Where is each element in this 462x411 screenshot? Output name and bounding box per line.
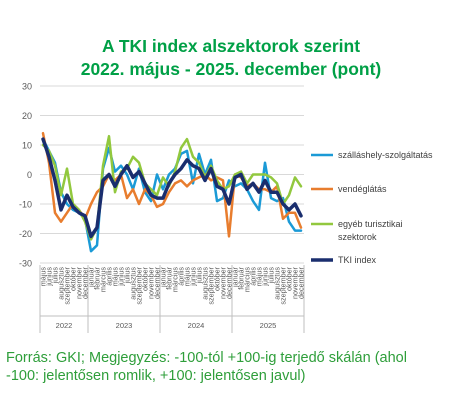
- x-tick-label: október: [213, 266, 222, 291]
- x-tick-label: augusztus: [201, 267, 210, 300]
- legend-label: egyéb turisztikai szektorok: [338, 219, 403, 242]
- legend-label: szálláshely-szolgáltatás: [338, 150, 433, 160]
- x-tick-label: december: [297, 266, 306, 299]
- y-axis: -30 -20 -10 0 10 20 30: [19, 82, 32, 269]
- legend: szálláshely-szolgáltatás vendéglátás egyéb…: [311, 150, 433, 265]
- x-tick-label: november: [75, 266, 84, 299]
- x-tick-label: augusztus: [57, 267, 66, 300]
- y-tick-label: -20: [19, 229, 32, 239]
- x-tick-label: július: [51, 267, 60, 285]
- x-tick-label: június: [261, 267, 270, 287]
- legend-label-line: egyéb turisztikai: [338, 219, 403, 229]
- x-tick-label: szeptember: [63, 266, 72, 304]
- year-label: 2025: [260, 321, 277, 330]
- year-label: 2022: [56, 321, 73, 330]
- x-tick-label: január: [231, 266, 240, 288]
- x-tick-label: október: [69, 266, 78, 291]
- y-tick-label: -10: [19, 200, 32, 210]
- x-tick-label: február: [93, 266, 102, 289]
- x-tick-label: május: [111, 267, 120, 287]
- chart-subtitle: 2022. május - 2025. december (pont): [80, 59, 382, 79]
- x-tick-label: november: [219, 266, 228, 299]
- x-tick-label: március: [243, 267, 252, 293]
- x-tick-label: április: [249, 267, 258, 286]
- x-tick-label: augusztus: [273, 267, 282, 300]
- x-axis: májusjúniusjúliusaugusztusszeptemberoktó…: [39, 265, 306, 333]
- x-tick-label: szeptember: [207, 266, 216, 304]
- x-tick-label: szeptember: [135, 266, 144, 304]
- year-label: 2024: [188, 321, 205, 330]
- x-tick-label: december: [225, 266, 234, 299]
- x-tick-label: június: [45, 267, 54, 287]
- y-tick-label: 20: [22, 111, 32, 121]
- legend-label-line: szektorok: [338, 232, 377, 242]
- x-tick-label: augusztus: [129, 267, 138, 300]
- year-label: 2023: [116, 321, 133, 330]
- x-tick-label: november: [147, 266, 156, 299]
- y-tick-label: 30: [22, 82, 32, 92]
- x-tick-label: január: [87, 266, 96, 288]
- x-tick-label: május: [183, 267, 192, 287]
- legend-label: vendéglátás: [338, 184, 387, 194]
- x-tick-label: február: [165, 266, 174, 289]
- x-tick-label: december: [81, 266, 90, 299]
- x-tick-label: február: [237, 266, 246, 289]
- y-tick-label: -30: [19, 259, 32, 269]
- x-tick-label: július: [267, 267, 276, 285]
- x-tick-label: július: [123, 267, 132, 285]
- x-tick-label: április: [177, 267, 186, 286]
- series-lines: [41, 131, 303, 253]
- x-tick-label: november: [291, 266, 300, 299]
- x-tick-label: április: [105, 267, 114, 286]
- x-tick-label: március: [99, 267, 108, 293]
- y-tick-label: 10: [22, 141, 32, 151]
- x-tick-label: október: [285, 266, 294, 291]
- x-tick-label: október: [141, 266, 150, 291]
- x-tick-label: szeptember: [279, 266, 288, 304]
- series-line: [41, 137, 303, 253]
- x-tick-label: június: [117, 267, 126, 287]
- legend-label: TKI index: [338, 255, 377, 265]
- x-tick-label: május: [39, 267, 48, 287]
- x-tick-label: március: [171, 267, 180, 293]
- x-tick-label: június: [189, 267, 198, 287]
- x-tick-label: május: [255, 267, 264, 287]
- source-note-line1: Forrás: GKI; Megjegyzés: -100-tól +100-i…: [6, 350, 407, 366]
- x-tick-label: január: [159, 266, 168, 288]
- series-line: [41, 137, 303, 239]
- source-note-line2: -100: jelentősen romlik, +100: jelentőse…: [6, 368, 306, 384]
- source-note: Forrás: GKI; Megjegyzés: -100-tól +100-i…: [6, 349, 460, 385]
- x-tick-label: december: [153, 266, 162, 299]
- chart-title: A TKI index alszektorok szerint: [101, 36, 361, 56]
- x-tick-label: július: [195, 267, 204, 285]
- y-tick-label: 0: [27, 170, 32, 180]
